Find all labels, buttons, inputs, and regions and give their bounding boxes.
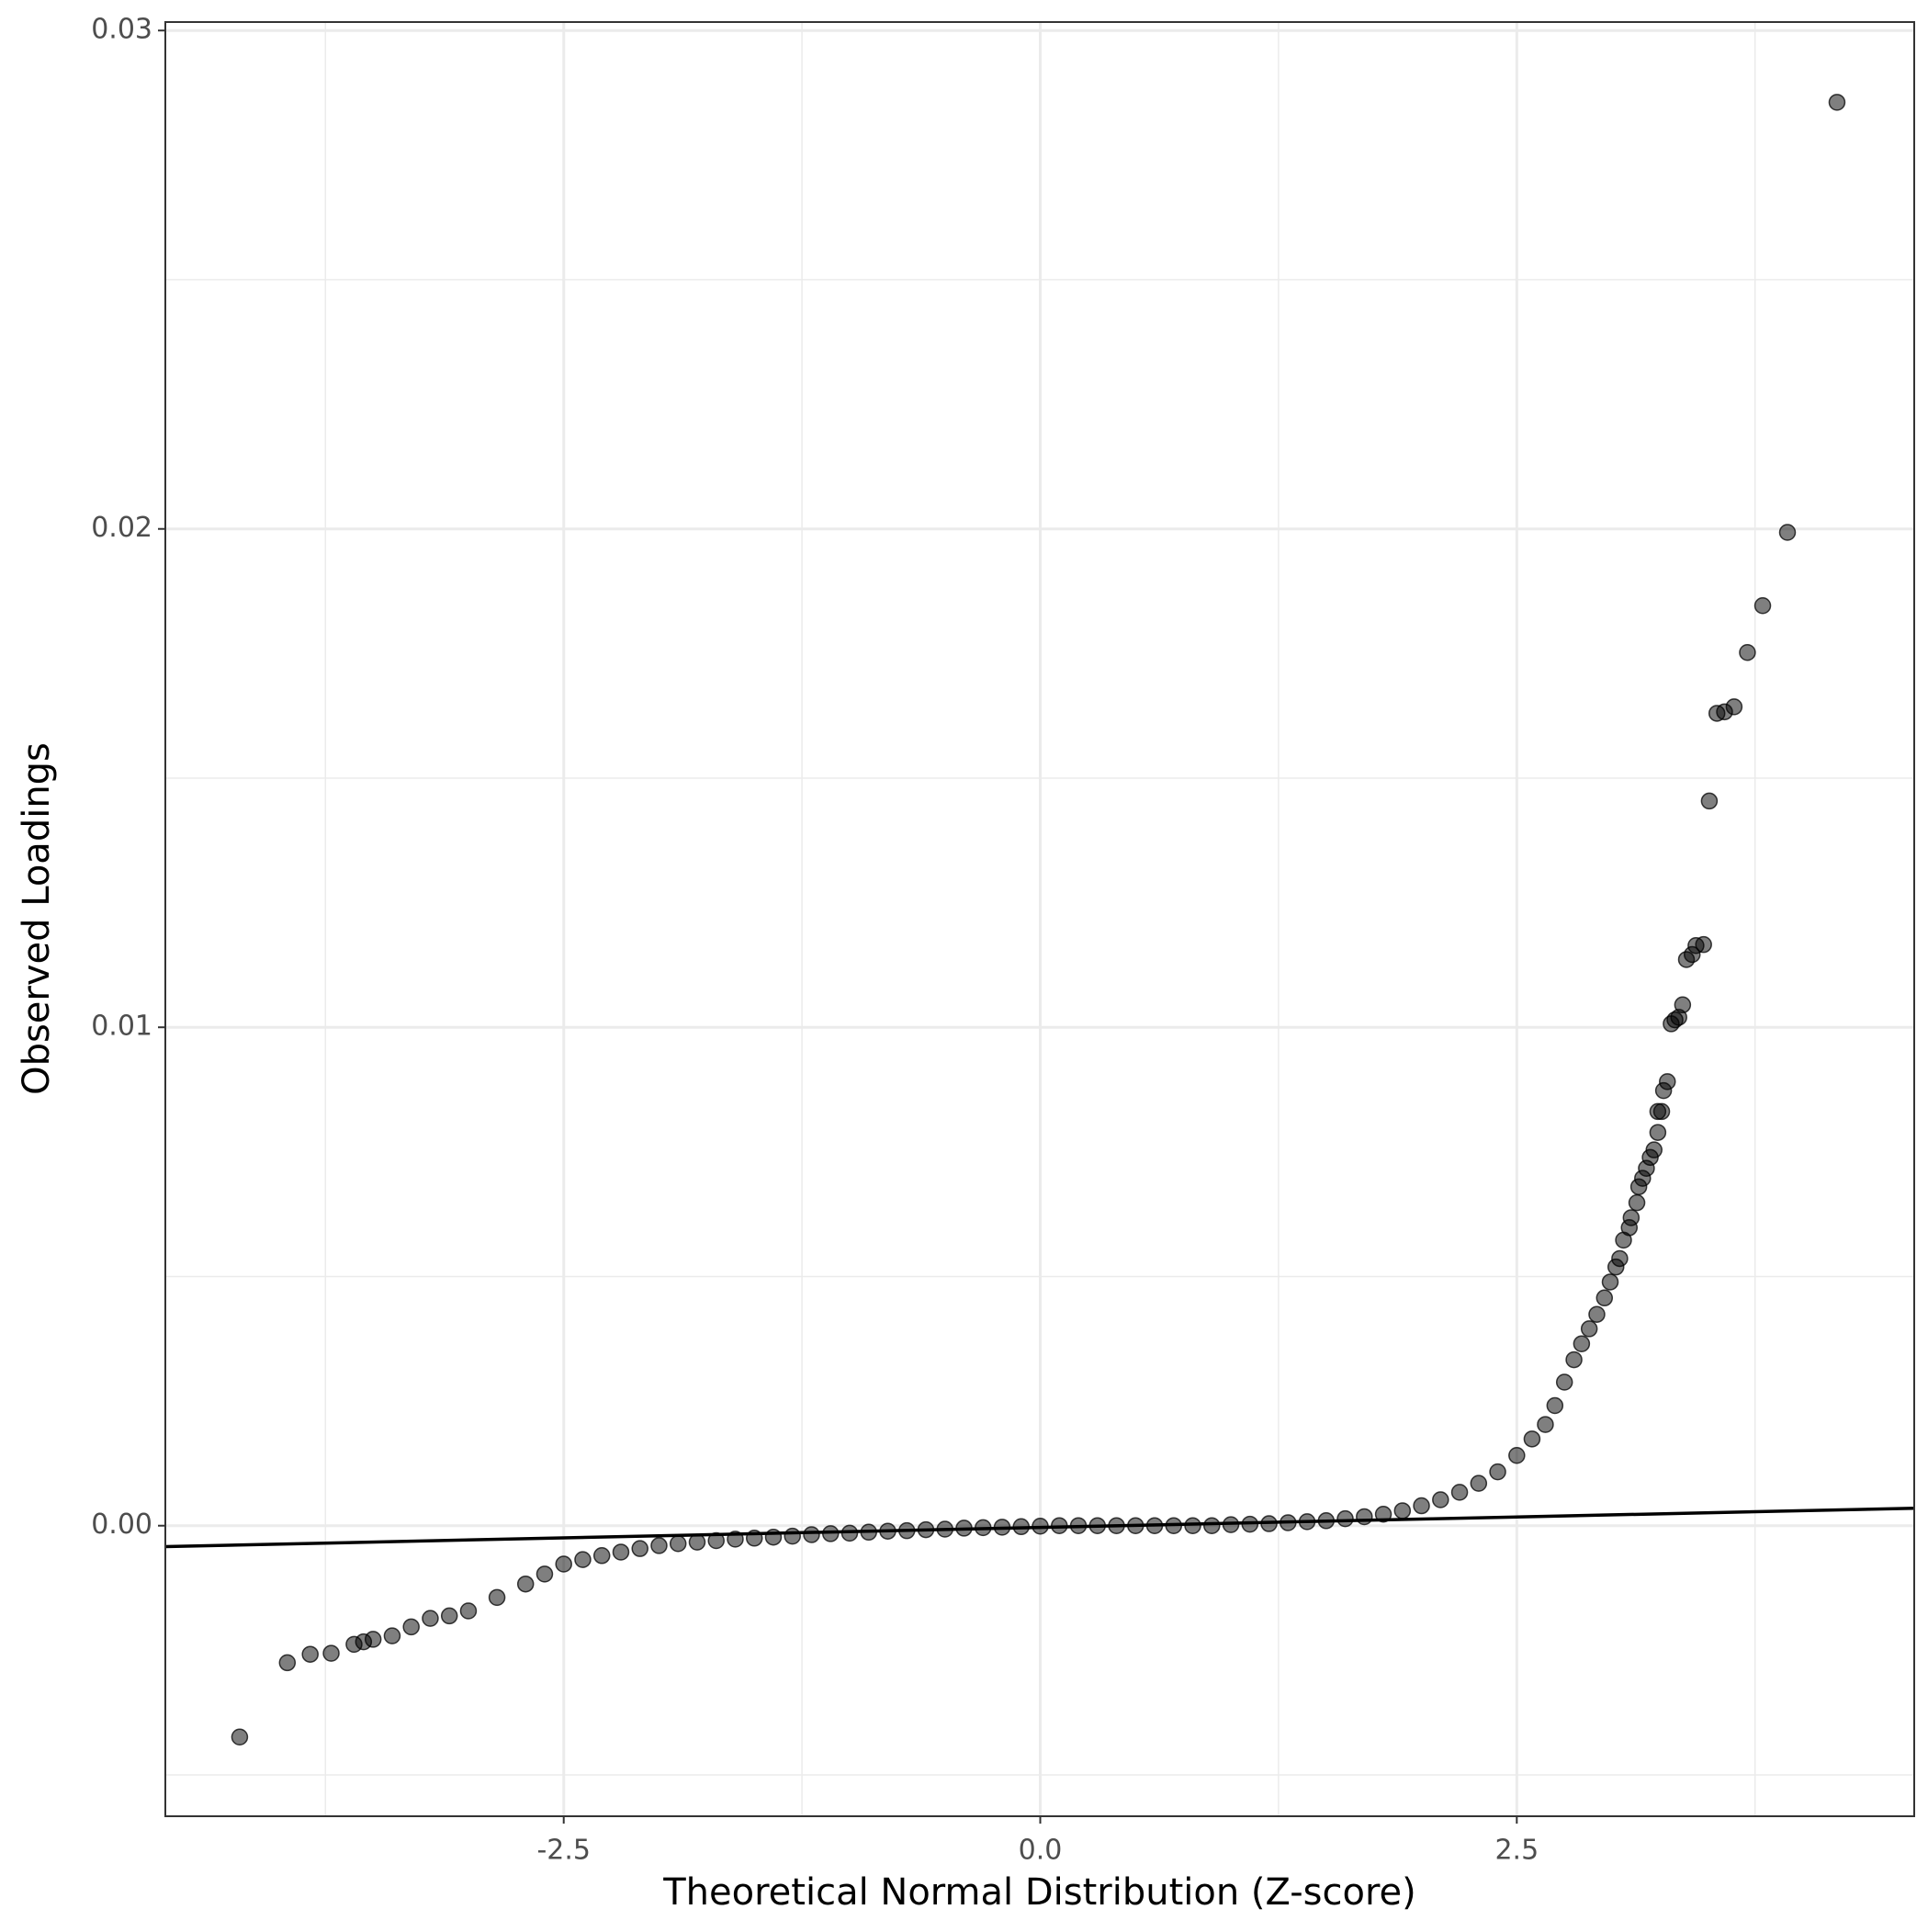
point — [1674, 996, 1692, 1014]
point — [1432, 1491, 1449, 1508]
point — [1580, 1320, 1598, 1338]
point — [555, 1555, 572, 1573]
y-tick-label: 0.03 — [91, 14, 152, 46]
point — [1652, 1102, 1671, 1121]
point — [1336, 1509, 1354, 1528]
point — [803, 1526, 820, 1543]
point — [574, 1551, 592, 1568]
point — [440, 1607, 458, 1625]
point — [1645, 1141, 1663, 1158]
point — [1470, 1474, 1488, 1492]
point — [402, 1618, 420, 1636]
point — [650, 1537, 668, 1554]
point — [1203, 1517, 1221, 1534]
point — [1356, 1508, 1373, 1526]
point — [1573, 1335, 1591, 1352]
point — [1753, 597, 1772, 615]
point — [1508, 1446, 1526, 1464]
point — [669, 1535, 687, 1553]
point — [1413, 1497, 1430, 1515]
point — [1778, 524, 1797, 541]
x-tick-label: -2.5 — [536, 1835, 591, 1867]
point — [1739, 644, 1756, 661]
y-axis-title: Observed Loadings — [16, 742, 58, 1095]
point — [1565, 1350, 1583, 1369]
point — [1555, 1373, 1573, 1391]
y-tick-label: 0.00 — [91, 1508, 152, 1541]
point — [301, 1645, 319, 1663]
reference-line — [164, 1506, 1915, 1549]
point — [784, 1527, 801, 1545]
point — [422, 1610, 439, 1627]
x-axis-title: Theoretical Normal Distribution (Z-score… — [662, 1871, 1416, 1914]
point — [1828, 94, 1846, 111]
point — [1700, 792, 1719, 810]
point — [231, 1728, 249, 1746]
point — [1611, 1249, 1629, 1268]
point — [1393, 1502, 1412, 1520]
y-tick-label: 0.01 — [91, 1011, 152, 1043]
point — [1725, 698, 1743, 716]
x-tick-label: 2.5 — [1494, 1835, 1539, 1867]
point — [383, 1627, 401, 1644]
point — [592, 1547, 611, 1565]
point — [1628, 1193, 1646, 1212]
x-tick-label: 0.0 — [1019, 1835, 1063, 1867]
point — [322, 1644, 340, 1662]
point — [488, 1588, 506, 1607]
point — [459, 1602, 478, 1620]
point — [1622, 1209, 1640, 1226]
y-tick-label: 0.02 — [91, 512, 152, 544]
point — [1659, 1073, 1676, 1090]
point — [631, 1540, 648, 1557]
point — [1523, 1430, 1541, 1448]
point — [707, 1531, 725, 1550]
point — [516, 1575, 535, 1593]
point — [1546, 1396, 1564, 1415]
point — [1537, 1416, 1554, 1433]
point — [1595, 1289, 1614, 1307]
point — [1374, 1505, 1392, 1523]
point — [278, 1654, 297, 1672]
point — [1601, 1273, 1619, 1291]
point — [1695, 935, 1712, 954]
point — [1489, 1463, 1506, 1481]
point — [536, 1565, 554, 1583]
point — [612, 1543, 630, 1561]
point — [1649, 1124, 1667, 1141]
point — [1588, 1305, 1606, 1323]
plot-border — [164, 21, 1915, 1817]
point — [1450, 1484, 1469, 1501]
point — [364, 1631, 382, 1648]
